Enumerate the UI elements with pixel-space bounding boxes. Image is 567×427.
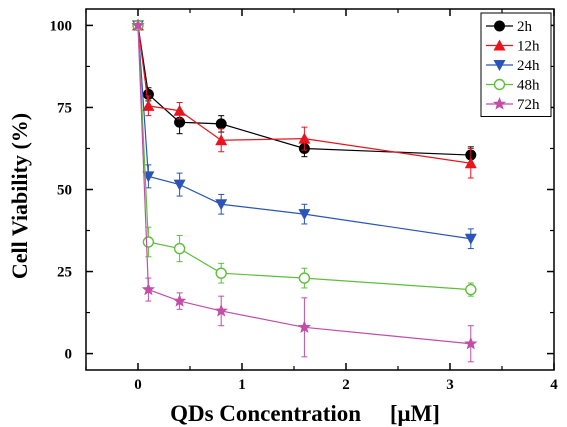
legend-item-24h: 24h — [486, 58, 540, 74]
legend-label: 2h — [517, 19, 533, 35]
legend-marker — [492, 97, 507, 110]
y-tick-label: 100 — [50, 18, 73, 34]
data-point — [215, 267, 227, 279]
data-point — [142, 99, 155, 111]
series-line — [137, 25, 471, 345]
y-tick-label: 50 — [57, 183, 72, 199]
data-point — [214, 303, 228, 317]
data-point — [464, 157, 477, 169]
legend-item-12h: 12h — [486, 39, 540, 55]
legend-label: 72h — [517, 97, 540, 113]
data-point — [172, 294, 187, 307]
legend-item-72h: 72h — [486, 97, 540, 113]
legend: 2h 12h 24h 48h 72h — [480, 12, 552, 117]
legend-item-48h: 48h — [486, 78, 540, 94]
data-point — [142, 236, 155, 248]
series-48h — [132, 19, 477, 297]
legend-marker — [493, 39, 506, 51]
data-point — [298, 272, 311, 284]
legend-item-2h: 2h — [486, 19, 533, 35]
x-tick-label: 1 — [238, 377, 246, 393]
series-line — [137, 25, 471, 156]
data-point — [464, 336, 478, 350]
data-point — [464, 233, 477, 245]
legend-marker — [494, 20, 505, 32]
x-tick-label: 2 — [342, 377, 350, 393]
data-point — [131, 18, 145, 32]
x-tick-label: 0 — [134, 377, 142, 393]
legend-marker — [493, 78, 506, 91]
data-point — [465, 283, 477, 296]
x-tick-label: 4 — [550, 377, 558, 393]
data-point — [298, 209, 311, 221]
series-line — [137, 25, 471, 164]
data-point — [215, 134, 228, 146]
data-point — [215, 199, 228, 211]
series-line — [137, 25, 471, 291]
x-axis-title: QDs Concentration [μM] — [170, 401, 440, 426]
legend-label: 48h — [517, 78, 540, 94]
data-point — [173, 179, 186, 191]
series-72h — [131, 18, 478, 363]
y-axis-title: Cell Viability (%) — [7, 113, 32, 279]
series-layer — [131, 18, 478, 363]
data-point — [173, 104, 186, 116]
data-point — [298, 132, 311, 144]
y-tick-label: 75 — [57, 100, 72, 116]
legend-marker — [493, 60, 506, 71]
data-point — [297, 320, 312, 333]
data-point — [141, 282, 156, 296]
data-point — [215, 118, 227, 130]
legend-label: 24h — [517, 58, 540, 74]
y-tick-label: 25 — [57, 265, 72, 281]
x-tick-label: 3 — [446, 377, 454, 393]
series-line — [137, 25, 471, 240]
y-tick-label: 0 — [65, 347, 73, 363]
legend-label: 12h — [517, 39, 540, 55]
data-point — [173, 242, 186, 255]
series-24h — [132, 20, 477, 250]
